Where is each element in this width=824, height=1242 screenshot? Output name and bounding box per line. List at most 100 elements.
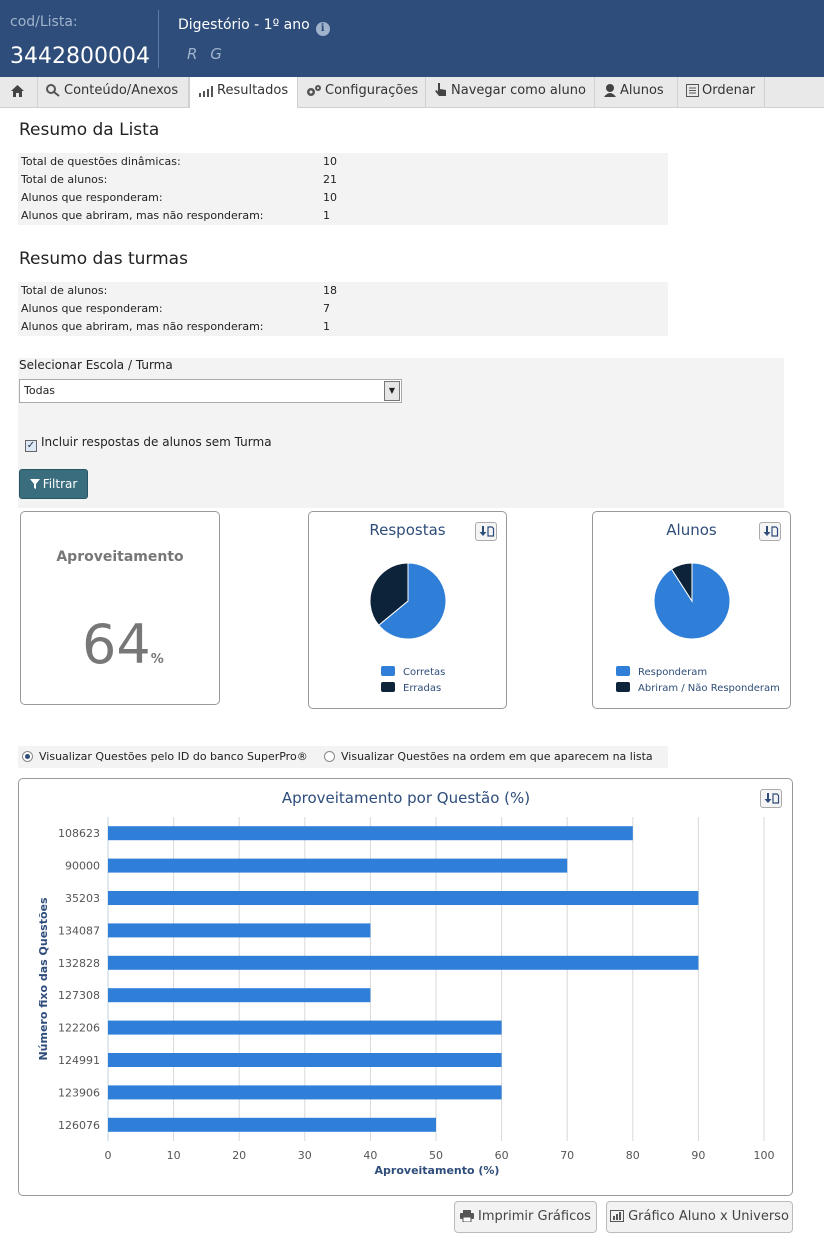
stat-value: 18	[323, 284, 337, 297]
stat-value: 1	[323, 320, 330, 333]
filter-button-label: Filtrar	[42, 477, 78, 491]
chart-download-button[interactable]	[760, 789, 782, 808]
y-tick-label: 124991	[58, 1054, 100, 1067]
legend-item: Erradas	[381, 682, 445, 698]
print-charts-button[interactable]: Imprimir Gráficos	[454, 1201, 597, 1233]
sem-turma-option: ✓ Incluir respostas de alunos sem Turma	[25, 435, 272, 452]
pie-slice-abriram-n-o-responderam	[670, 562, 693, 603]
select-value: Todas	[24, 384, 56, 397]
x-tick-label: 100	[754, 1149, 775, 1162]
print-label: Imprimir Gráficos	[478, 1209, 591, 1224]
gears-icon	[307, 85, 321, 96]
alunos-legend: Responderam Abriram / Não Responderam	[616, 666, 780, 698]
bar-134087[interactable]	[108, 923, 371, 938]
bar-chart: Aproveitamento por Questão (%) 108623 900…	[37, 789, 775, 1177]
filter-button[interactable]: Filtrar	[19, 469, 88, 499]
stat-value: 10	[323, 155, 337, 168]
legend-item: Corretas	[381, 666, 445, 682]
tab-ordenar[interactable]: Ordenar	[678, 77, 765, 107]
stat-row: Alunos que abriram, mas não responderam:…	[18, 318, 668, 336]
respostas-card: Respostas Corretas Erradas	[308, 511, 507, 709]
bar-90000[interactable]	[108, 858, 568, 873]
legend-item: Responderam	[616, 666, 780, 682]
aluno-universo-label: Gráfico Aluno x Universo	[628, 1209, 789, 1224]
y-tick-label: 134087	[58, 924, 100, 937]
list-title: Digestório - 1º ano i	[178, 17, 330, 36]
bar-35203[interactable]	[108, 891, 699, 905]
chart-icon	[199, 86, 213, 97]
resumo-turmas-title: Resumo das turmas	[19, 249, 188, 269]
sem-turma-checkbox[interactable]: ✓	[25, 440, 37, 452]
tab-home[interactable]	[0, 77, 38, 107]
respostas-legend: Corretas Erradas	[381, 666, 445, 698]
tab-label: Ordenar	[702, 83, 756, 98]
y-axis-title: Número fixo das Questões	[37, 897, 50, 1061]
radio-label: Visualizar Questões na ordem em que apar…	[341, 750, 653, 763]
stat-value: 21	[323, 173, 337, 186]
download-icon	[479, 526, 495, 537]
escola-turma-select[interactable]: Todas ▼	[19, 379, 402, 403]
tab-label: Navegar como aluno	[451, 83, 586, 98]
stat-label: Total de questões dinâmicas:	[21, 155, 181, 168]
respostas-download-button[interactable]	[475, 522, 497, 541]
stat-row: Alunos que responderam: 10	[18, 189, 668, 207]
pointer-hand-icon	[435, 83, 446, 96]
dropdown-arrow-icon[interactable]: ▼	[384, 381, 400, 401]
stat-row: Total de questões dinâmicas: 10	[18, 153, 668, 171]
cod-label: cod/Lista:	[10, 14, 78, 30]
download-icon	[764, 793, 780, 804]
stat-value: 7	[323, 302, 330, 315]
tab-label: Resultados	[217, 83, 289, 98]
chart-title: Aproveitamento por Questão (%)	[282, 789, 530, 807]
legend-label: Abriram / Não Responderam	[638, 683, 780, 694]
view-option-order[interactable]: Visualizar Questões na ordem em que apar…	[324, 746, 653, 768]
stat-row: Total de alunos: 18	[18, 282, 668, 300]
alunos-card: Alunos Responderam Abriram / Não Respond…	[592, 511, 791, 709]
radio-order[interactable]	[324, 751, 335, 762]
bar-132828[interactable]	[108, 955, 699, 970]
tab-resultados[interactable]: Resultados	[189, 77, 298, 108]
bar-123906[interactable]	[108, 1085, 502, 1100]
bar-126076[interactable]	[108, 1117, 436, 1132]
stat-value: 10	[323, 191, 337, 204]
tab-conteudo[interactable]: Conteúdo/Anexos	[38, 77, 189, 107]
bar-chart-card: Aproveitamento por Questão (%) 108623 900…	[18, 778, 793, 1196]
x-tick-label: 40	[363, 1149, 377, 1162]
aluno-universo-button[interactable]: Gráfico Aluno x Universo	[606, 1201, 793, 1233]
pie-slice-erradas	[369, 562, 409, 626]
header-divider	[158, 10, 159, 68]
alunos-download-button[interactable]	[759, 522, 781, 541]
printer-icon	[460, 1210, 475, 1223]
bar-127308[interactable]	[108, 988, 371, 1003]
view-option-id[interactable]: Visualizar Questões pelo ID do banco Sup…	[22, 746, 308, 768]
x-tick-label: 50	[429, 1149, 443, 1162]
respostas-pie	[369, 562, 447, 640]
x-tick-label: 60	[495, 1149, 509, 1162]
y-tick-label: 108623	[58, 827, 100, 840]
view-options: Visualizar Questões pelo ID do banco Sup…	[18, 746, 668, 768]
y-tick-label: 123906	[58, 1086, 100, 1099]
legend-swatch	[381, 666, 395, 676]
y-tick-label: 35203	[65, 892, 100, 905]
home-icon	[11, 85, 24, 97]
bar-124991[interactable]	[108, 1053, 502, 1067]
tab-alunos[interactable]: Alunos	[595, 77, 678, 107]
tab-navegar-aluno[interactable]: Navegar como aluno	[426, 77, 595, 107]
y-tick-label: 90000	[65, 860, 100, 873]
header: cod/Lista: 3442800004 Digestório - 1º an…	[0, 0, 824, 77]
radio-id[interactable]	[22, 751, 33, 762]
aproveitamento-value: 64%	[82, 614, 164, 691]
legend-swatch	[616, 682, 630, 692]
bar-108623[interactable]	[108, 826, 633, 841]
stat-label: Alunos que abriram, mas não responderam:	[21, 209, 264, 222]
legend-label: Corretas	[403, 667, 446, 678]
aproveitamento-unit: %	[150, 652, 164, 667]
aproveitamento-title: Aproveitamento	[56, 549, 184, 565]
user-icon	[604, 84, 616, 97]
bar-122206[interactable]	[108, 1020, 502, 1035]
aproveitamento-card: Aproveitamento 64%	[20, 511, 220, 705]
x-tick-label: 80	[626, 1149, 640, 1162]
info-icon[interactable]: i	[315, 22, 330, 36]
alunos-pie	[653, 562, 731, 640]
tab-configuracoes[interactable]: Configurações	[298, 77, 426, 107]
